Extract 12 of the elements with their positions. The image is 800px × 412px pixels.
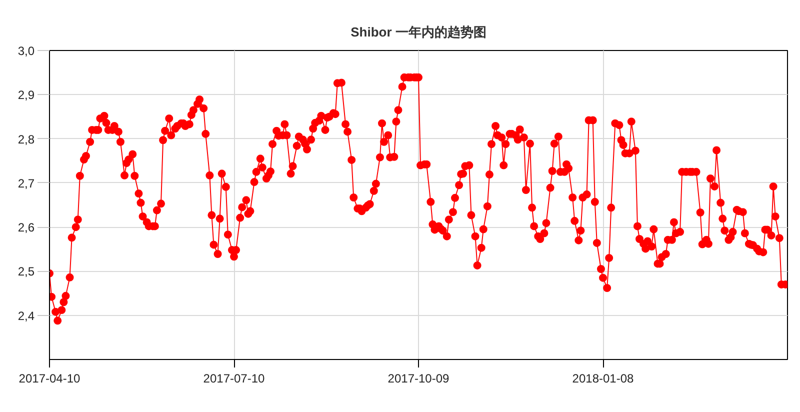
y-tick-label: 2,8 [18, 132, 35, 146]
y-tick-label: 2,5 [18, 264, 35, 279]
y-tick-label: 2,7 [18, 176, 35, 190]
x-tick-label: 2017-07-10 [203, 372, 266, 386]
y-tick-label: 2,6 [18, 220, 35, 235]
y-tick-label: 2,4 [18, 308, 35, 323]
x-tick-label: 2017-10-09 [388, 372, 450, 386]
x-tick-label: 2018-01-08 [572, 372, 634, 386]
x-tick-label: 2017-04-10 [18, 372, 81, 386]
chart-title: Shibor 一年内的趋势图 [350, 24, 486, 40]
y-tick-label: 3,0 [18, 44, 35, 58]
y-tick-label: 2,9 [18, 88, 35, 102]
